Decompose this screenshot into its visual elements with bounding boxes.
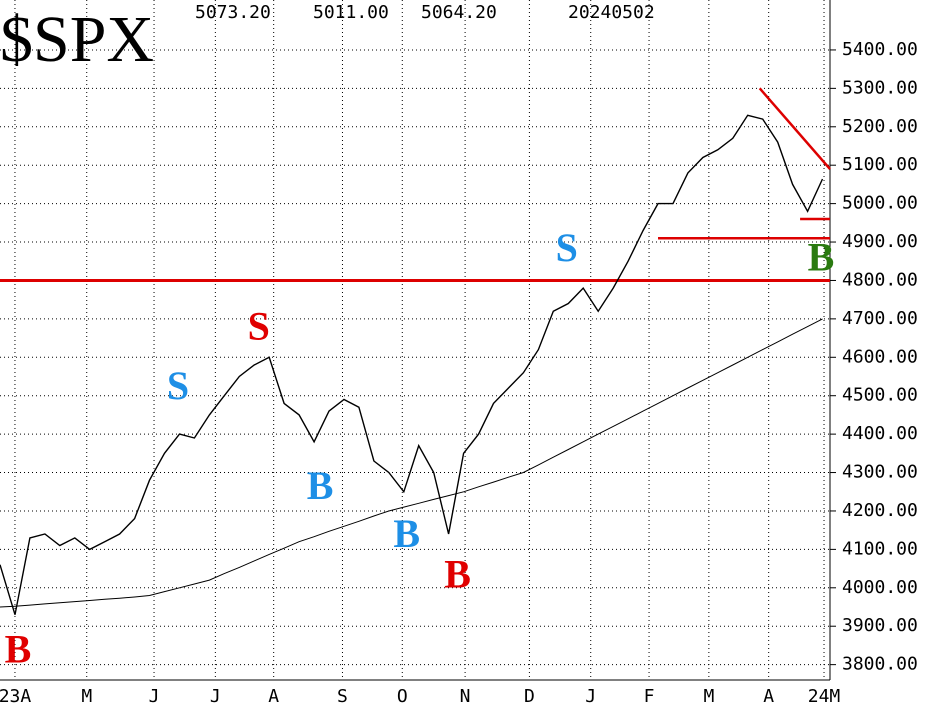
signal-label: B xyxy=(307,463,334,508)
y-tick-label: 4800.00 xyxy=(842,269,918,290)
x-tick-label: M xyxy=(81,686,92,707)
chart-title: $SPX xyxy=(0,3,154,76)
y-tick-label: 5000.00 xyxy=(842,193,918,214)
signal-label: B xyxy=(393,511,420,556)
x-tick-label: 23A xyxy=(0,686,31,707)
y-tick-label: 5300.00 xyxy=(842,77,918,98)
trend-line xyxy=(758,87,831,170)
y-tick-label: 5200.00 xyxy=(842,116,918,137)
signal-label: S xyxy=(167,363,189,408)
header-value: 5011.00 xyxy=(313,2,389,23)
y-tick-label: 3900.00 xyxy=(842,615,918,636)
x-tick-label: J xyxy=(149,686,160,707)
header-value: 5073.20 xyxy=(195,2,271,23)
x-tick-label: A xyxy=(763,686,774,707)
signal-label: B xyxy=(808,234,835,279)
x-tick-label: J xyxy=(210,686,221,707)
x-tick-label: J xyxy=(585,686,596,707)
x-tick-label: O xyxy=(397,686,408,707)
signal-label: B xyxy=(5,626,32,671)
signal-label: B xyxy=(444,551,471,596)
x-tick-label: S xyxy=(337,686,348,707)
x-tick-label: N xyxy=(460,686,471,707)
signal-label: S xyxy=(556,225,578,270)
x-tick-label: 24M xyxy=(808,686,841,707)
header-value: 5064.20 xyxy=(421,2,497,23)
y-tick-label: 5400.00 xyxy=(842,39,918,60)
x-tick-label: M xyxy=(703,686,714,707)
y-tick-label: 4200.00 xyxy=(842,500,918,521)
y-tick-label: 4600.00 xyxy=(842,346,918,367)
header-value: 20240502 xyxy=(568,2,655,23)
x-tick-label: A xyxy=(268,686,279,707)
y-tick-label: 4000.00 xyxy=(842,577,918,598)
y-tick-label: 4500.00 xyxy=(842,385,918,406)
y-tick-label: 5100.00 xyxy=(842,154,918,175)
series-line xyxy=(0,318,823,608)
y-tick-label: 4300.00 xyxy=(842,462,918,483)
y-tick-label: 4400.00 xyxy=(842,423,918,444)
y-tick-label: 4900.00 xyxy=(842,231,918,252)
x-tick-label: F xyxy=(644,686,655,707)
y-tick-label: 3800.00 xyxy=(842,654,918,675)
x-tick-label: D xyxy=(524,686,535,707)
series-line xyxy=(0,114,824,615)
signal-label: S xyxy=(248,304,270,349)
y-tick-label: 4700.00 xyxy=(842,308,918,329)
y-tick-label: 4100.00 xyxy=(842,538,918,559)
